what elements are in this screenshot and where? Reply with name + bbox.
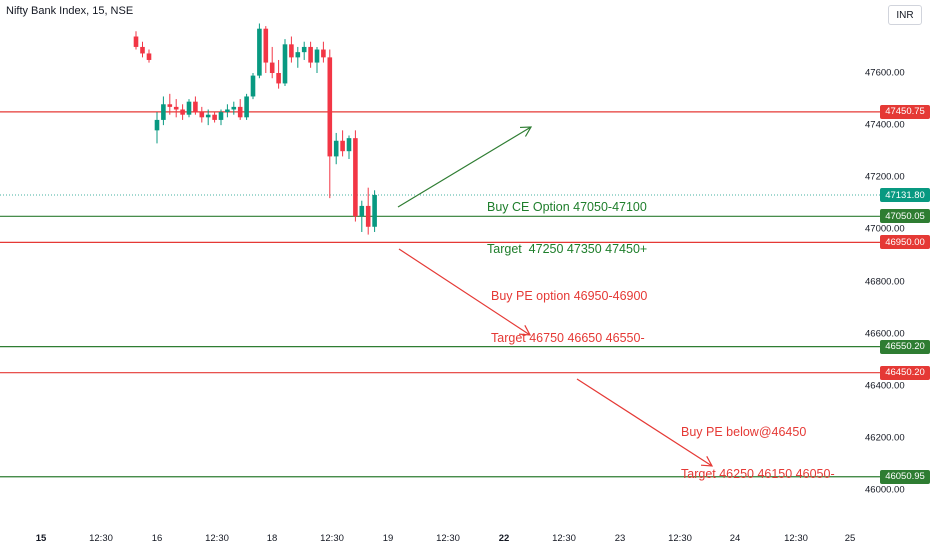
candle-body-30: [327, 57, 333, 157]
time-axis-tick: 12:30: [668, 533, 692, 544]
candle-body-27: [308, 46, 313, 63]
price-axis-tick: 47600.00: [865, 67, 905, 79]
currency-button[interactable]: INR: [888, 5, 922, 25]
candle-body-15: [231, 106, 237, 110]
candle-body-35: [359, 205, 365, 217]
candle-body-8: [186, 101, 192, 115]
candle-body-4: [161, 104, 166, 120]
price-tag-current: 47131.80: [880, 188, 930, 203]
time-axis-tick: 12:30: [205, 533, 229, 544]
price-axis-tick: 47400.00: [865, 119, 905, 131]
arrow-up-green[interactable]: [397, 126, 532, 208]
candle-body-21: [269, 62, 275, 73]
time-axis-tick: 12:30: [784, 533, 808, 544]
candle-body-29: [321, 49, 326, 58]
candle-body-17: [244, 96, 249, 118]
candle-body-5: [167, 104, 173, 107]
candle-body-16: [237, 106, 243, 118]
candle-body-0: [133, 36, 139, 47]
candle-body-32: [340, 140, 345, 152]
arrow-down-red-2[interactable]: [576, 378, 713, 467]
candle-body-12: [212, 114, 217, 120]
time-axis-tick: 16: [151, 533, 163, 544]
candle-body-26: [301, 46, 307, 53]
candle-body-19: [257, 28, 262, 76]
time-axis-tick: 23: [614, 533, 626, 544]
time-axis-tick: 12:30: [89, 533, 113, 544]
annotation-buy-pe-1-line1: Buy PE option 46950-46900: [491, 289, 648, 303]
candle-body-11: [205, 114, 211, 118]
candle-body-24: [289, 44, 294, 58]
price-axis-tick: 46600.00: [865, 328, 905, 340]
time-axis-tick: 12:30: [320, 533, 344, 544]
price-tag-red: 46950.00: [880, 235, 930, 250]
candle-body-36: [365, 205, 371, 227]
annotation-buy-pe-2-line1: Buy PE below@46450: [681, 425, 807, 439]
time-axis-tick: 12:30: [436, 533, 460, 544]
price-axis-tick: 47000.00: [865, 223, 905, 235]
annotation-buy-pe-2: Buy PE below@46450 Target 46250 46150 46…: [681, 397, 835, 495]
time-axis-tick: 18: [266, 533, 278, 544]
candle-body-10: [199, 112, 205, 118]
candle-body-14: [225, 109, 230, 113]
price-axis-tick: 46400.00: [865, 380, 905, 392]
price-tag-green: 46550.20: [880, 339, 930, 354]
price-axis-tick: 46200.00: [865, 432, 905, 444]
annotation-buy-ce: Buy CE Option 47050-47100 Target 47250 4…: [487, 172, 647, 270]
candle-body-31: [333, 140, 339, 157]
arrow-down-red-2-head: [700, 456, 714, 467]
price-axis-tick: 47200.00: [865, 171, 905, 183]
candle-body-34: [353, 138, 358, 217]
candle-body-23: [282, 44, 288, 84]
annotation-buy-pe-2-line2: Target 46250 46150 46050-: [681, 467, 835, 481]
price-tag-red: 46450.20: [880, 365, 930, 380]
annotation-buy-pe-1: Buy PE option 46950-46900 Target 46750 4…: [491, 261, 647, 359]
arrow-up-green-head: [519, 126, 533, 137]
time-axis-tick: 25: [844, 533, 856, 544]
arrow-down-red-1[interactable]: [398, 248, 531, 336]
candle-body-6: [173, 106, 179, 110]
time-axis-tick: 19: [382, 533, 394, 544]
time-axis-tick: 12:30: [552, 533, 576, 544]
price-axis-tick: 46800.00: [865, 276, 905, 287]
price-axis-tick: 46000.00: [865, 484, 905, 496]
time-axis-tick: 22: [498, 533, 510, 544]
candle-body-9: [193, 101, 198, 113]
candle-body-37: [372, 194, 377, 227]
candle-body-7: [180, 109, 185, 115]
candle-body-22: [276, 73, 281, 84]
price-tag-green: 47050.05: [880, 209, 930, 224]
candle-body-33: [346, 138, 352, 152]
time-axis-tick: 15: [35, 533, 47, 544]
annotation-buy-ce-line2: Target 47250 47350 47450+: [487, 242, 648, 256]
candle-body-18: [250, 75, 256, 97]
chart-title: Nifty Bank Index, 15, NSE: [6, 5, 134, 17]
candle-body-2: [146, 53, 152, 60]
annotation-buy-ce-line1: Buy CE Option 47050-47100: [487, 200, 647, 214]
arrow-down-red-1-head: [518, 325, 532, 336]
price-tag-red: 47450.75: [880, 104, 930, 119]
candle-body-20: [263, 28, 269, 63]
time-axis-tick: 24: [729, 533, 741, 544]
candle-body-3: [154, 119, 160, 131]
candle-body-25: [295, 52, 301, 58]
candle-body-1: [140, 46, 145, 54]
candle-body-28: [314, 49, 320, 63]
candle-body-13: [218, 112, 224, 120]
annotation-buy-pe-1-line2: Target 46750 46650 46550-: [491, 331, 645, 345]
price-tag-green: 46050.95: [880, 469, 930, 484]
